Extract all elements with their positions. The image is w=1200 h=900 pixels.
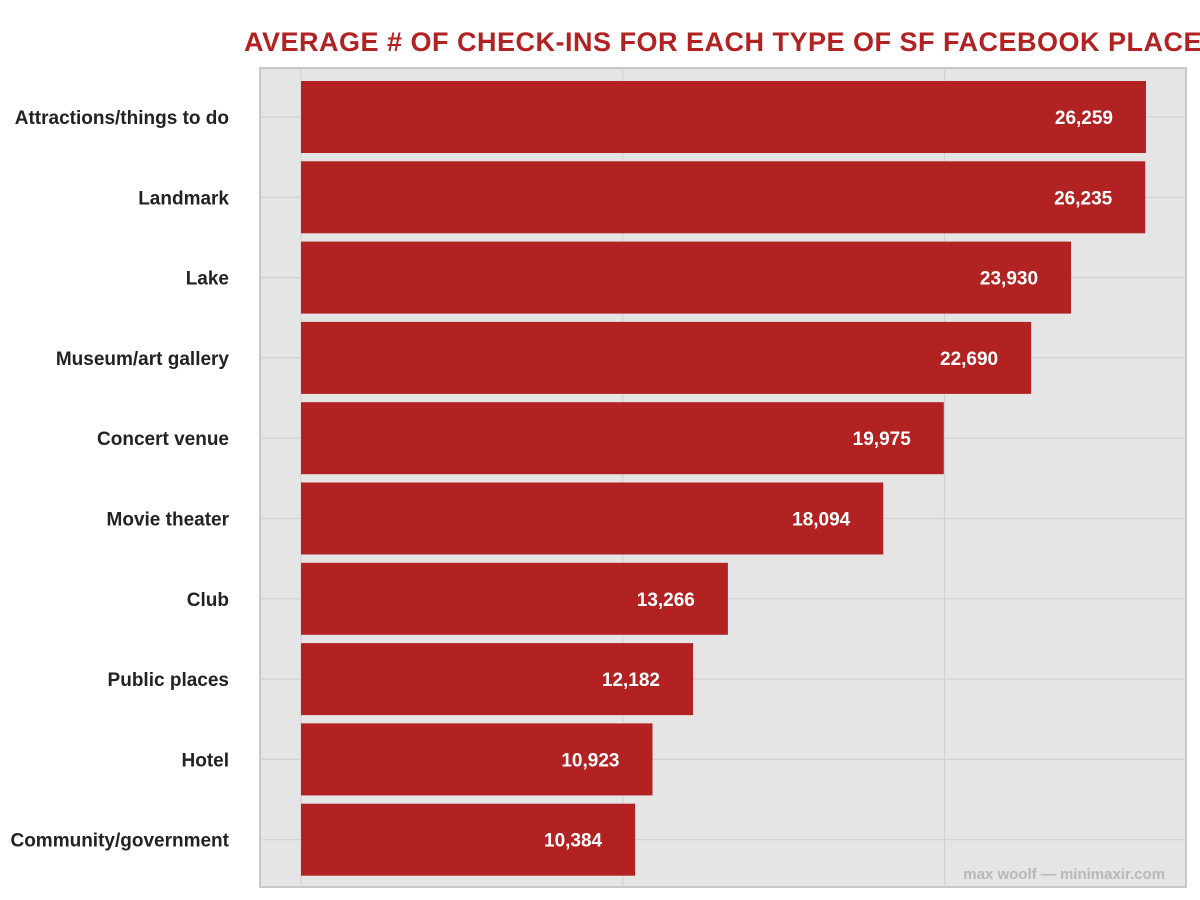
value-labels: 26,259 26,235 23,930 22,690 19,975 18,094 13,2… bbox=[544, 108, 1113, 852]
category-label: Museum/art gallery bbox=[56, 349, 230, 370]
value-label: 26,259 bbox=[1055, 108, 1113, 129]
bar-7 bbox=[301, 643, 694, 716]
bar-4 bbox=[301, 402, 944, 475]
category-label: Hotel bbox=[182, 750, 230, 771]
value-label: 18,094 bbox=[792, 510, 851, 531]
bar-8 bbox=[301, 723, 653, 796]
category-label: Club bbox=[187, 590, 229, 611]
category-label: Public places bbox=[108, 670, 229, 691]
category-label: Community/government bbox=[10, 831, 229, 852]
value-label: 10,384 bbox=[544, 831, 603, 852]
category-label: Attractions/things to do bbox=[15, 108, 229, 129]
category-label: Movie theater bbox=[107, 510, 230, 531]
value-label: 19,975 bbox=[853, 429, 912, 450]
bar-3 bbox=[301, 321, 1032, 394]
bar-6 bbox=[301, 562, 728, 635]
category-label: Landmark bbox=[138, 188, 229, 209]
category-labels: Attractions/things to do Landmark Lake Muse… bbox=[10, 108, 229, 852]
bar-9 bbox=[301, 803, 636, 876]
bar-5 bbox=[301, 482, 884, 555]
chart-title: AVERAGE # OF CHECK-INS FOR EACH TYPE OF … bbox=[244, 27, 1200, 57]
bar-2 bbox=[301, 241, 1072, 314]
value-label: 22,690 bbox=[940, 349, 998, 370]
category-label: Concert venue bbox=[97, 429, 229, 450]
value-label: 13,266 bbox=[637, 590, 695, 611]
bars bbox=[301, 81, 1146, 876]
bar-1 bbox=[301, 161, 1146, 234]
bar-0 bbox=[301, 81, 1146, 153]
value-label: 26,235 bbox=[1054, 188, 1113, 209]
value-label: 12,182 bbox=[602, 670, 660, 691]
value-label: 10,923 bbox=[561, 750, 619, 771]
category-label: Lake bbox=[186, 269, 229, 290]
credit-text: max woolf — minimaxir.com bbox=[963, 866, 1165, 883]
value-label: 23,930 bbox=[980, 269, 1038, 290]
